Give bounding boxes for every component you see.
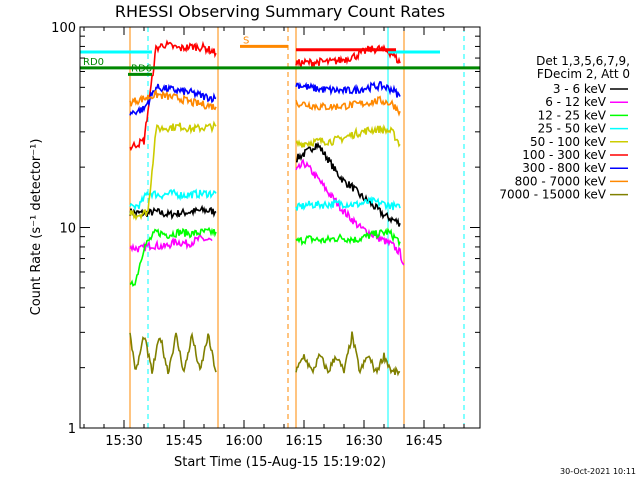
legend-entry: 25 - 50 keV — [538, 122, 607, 136]
legend-header: Det 1,3,5,6,7,9, — [536, 54, 630, 68]
x-axis-label: Start Time (15-Aug-15 15:19:02) — [174, 455, 386, 470]
axes: RHESSI Observing Summary Count Rates Sta… — [29, 2, 636, 476]
series-line — [129, 233, 213, 253]
x-tick-label: 16:00 — [225, 434, 262, 449]
series-line — [129, 188, 217, 212]
series-line — [129, 83, 217, 116]
timestamp-label: 30-Oct-2021 10:11 — [560, 467, 636, 476]
legend-entry: 3 - 6 keV — [553, 82, 607, 96]
series-line — [295, 195, 401, 211]
series-line — [129, 39, 217, 151]
legend-entry: 7000 - 15000 keV — [499, 188, 606, 202]
y-tick-label: 1 — [68, 422, 76, 437]
series-line — [295, 124, 401, 148]
legend: Det 1,3,5,6,7,9,FDecim 2, Att 03 - 6 keV… — [499, 54, 630, 202]
legend-entry: 12 - 25 keV — [538, 108, 607, 122]
series-line — [295, 227, 401, 248]
legend-entry: 6 - 12 keV — [545, 95, 607, 109]
series-line — [129, 226, 217, 287]
flag-label: S — [243, 35, 249, 46]
legend-entry: 50 - 100 keV — [530, 135, 607, 149]
plot-content — [80, 27, 480, 428]
legend-entry: 800 - 7000 keV — [515, 174, 607, 188]
flag-label: RD6 — [131, 63, 152, 74]
y-tick-label: 100 — [51, 21, 76, 36]
legend-entry: 100 - 300 keV — [522, 148, 606, 162]
series-line — [295, 80, 401, 98]
series-line — [129, 89, 217, 111]
series-line — [296, 141, 401, 227]
series-line — [295, 95, 401, 117]
legend-header: FDecim 2, Att 0 — [537, 67, 630, 81]
series-line — [129, 204, 217, 221]
flag-label: RD0 — [83, 57, 104, 68]
x-tick-label: 16:15 — [285, 434, 322, 449]
x-tick-label: 16:30 — [345, 434, 382, 449]
x-tick-label: 16:45 — [405, 434, 442, 449]
x-tick-label: 15:45 — [165, 434, 202, 449]
legend-entry: 300 - 800 keV — [522, 161, 606, 175]
series-line — [129, 331, 217, 375]
x-tick-label: 15:30 — [105, 434, 142, 449]
series-line — [295, 331, 401, 377]
y-tick-label: 10 — [59, 222, 76, 237]
series-line — [295, 158, 405, 266]
series-line — [129, 120, 217, 221]
y-axis-label: Count Rate (s⁻¹ detector⁻¹) — [29, 139, 44, 316]
plot-area: S RD0 RD6 — [80, 27, 480, 428]
chart-title: RHESSI Observing Summary Count Rates — [115, 2, 445, 21]
